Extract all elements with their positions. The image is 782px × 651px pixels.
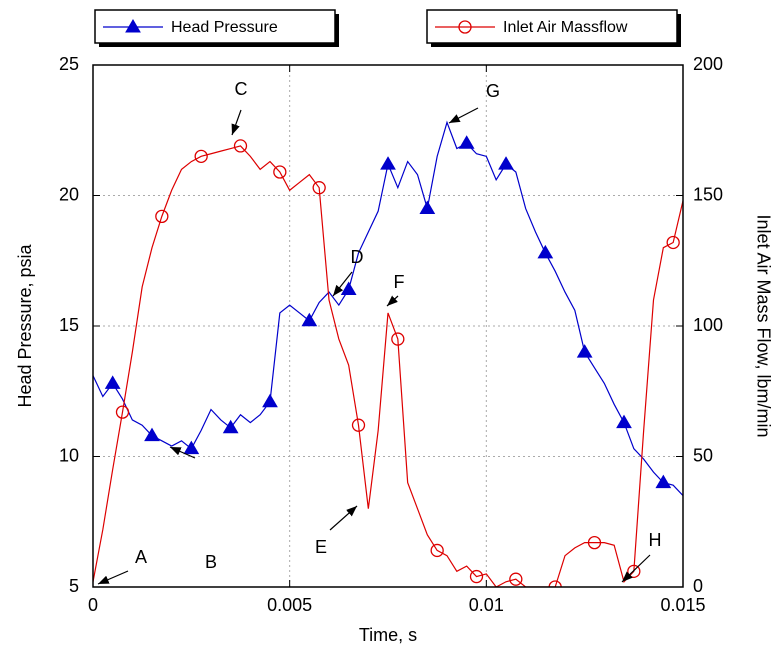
y-axis-title: Head Pressure, psia <box>15 243 35 407</box>
series-line <box>93 145 683 587</box>
y-tick-label: 5 <box>69 576 79 596</box>
marker-circle <box>458 20 472 34</box>
marker-circle <box>666 235 680 250</box>
marker-triangle <box>498 156 514 170</box>
annotation-arrow <box>97 570 129 585</box>
grid <box>92 64 684 588</box>
marker-triangle <box>419 200 436 215</box>
marker-triangle <box>144 427 160 442</box>
y2-tick-label: 100 <box>693 315 723 335</box>
marker-circle <box>469 569 484 584</box>
marker-triangle <box>616 414 632 429</box>
annotation-label: C <box>235 79 248 99</box>
y2-tick-label: 150 <box>693 184 723 204</box>
marker-circle <box>273 165 287 179</box>
annotation-label: B <box>205 552 217 572</box>
annotation-arrow <box>448 107 479 124</box>
y2-axis-title: Inlet Air Mass Flow, lbm/min <box>753 214 773 437</box>
y2-tick-label: 200 <box>693 54 723 74</box>
marker-triangle <box>183 440 200 455</box>
marker-circle <box>627 564 641 578</box>
x-axis-title: Time, s <box>359 625 417 645</box>
y-tick-label: 15 <box>59 315 79 335</box>
legend: Head Pressure Inlet Air Massflow <box>94 9 681 47</box>
marker-circle <box>351 418 366 432</box>
annotation-label: A <box>135 547 147 567</box>
marker-circle <box>430 543 444 558</box>
marker-circle <box>115 405 130 419</box>
marker-triangle <box>340 281 357 295</box>
marker-circle <box>194 149 208 164</box>
legend-label: Inlet Air Massflow <box>503 19 628 36</box>
marker-triangle <box>458 135 475 149</box>
y2-tick-label: 0 <box>693 576 703 596</box>
marker-circle <box>509 572 523 586</box>
marker-circle <box>312 181 326 195</box>
marker-circle <box>391 332 405 346</box>
annotation-label: E <box>315 537 327 557</box>
marker-triangle <box>222 419 239 434</box>
y2-tick-label: 50 <box>693 445 713 465</box>
marker-triangle <box>537 244 554 259</box>
marker-triangle <box>655 474 672 489</box>
marker-triangle <box>125 19 141 33</box>
x-tick-label: 0.01 <box>469 595 504 615</box>
x-tick-label: 0.015 <box>660 595 705 615</box>
y-tick-label: 25 <box>59 54 79 74</box>
marker-triangle <box>301 312 318 327</box>
annotation-label: F <box>394 272 405 292</box>
annotation-label: H <box>649 530 662 550</box>
annotations: A B C D E F G H <box>97 79 662 585</box>
marker-circle <box>548 580 562 587</box>
marker-circle <box>233 139 248 153</box>
annotation-arrow <box>621 554 651 583</box>
annotation-arrow <box>169 446 196 459</box>
annotation-arrow <box>231 109 242 136</box>
annotation-label: D <box>351 247 364 267</box>
marker-triangle <box>380 156 396 170</box>
plot <box>93 120 683 587</box>
y-tick-label: 10 <box>59 445 79 465</box>
annotation-arrow <box>386 295 399 307</box>
marker-triangle <box>262 393 278 408</box>
y-tick-label: 20 <box>59 184 79 204</box>
marker-triangle <box>104 375 121 389</box>
annotation-arrow <box>332 271 353 297</box>
x-tick-label: 0.005 <box>267 595 312 615</box>
x-tick-label: 0 <box>88 595 98 615</box>
annotation-label: G <box>486 81 500 101</box>
axes: 0 0.005 0.01 0.015 5 10 15 20 25 0 50 100 150 200 <box>59 54 723 615</box>
marker-circle <box>155 209 169 224</box>
marker-triangle <box>576 344 593 358</box>
annotation-arrow <box>329 505 358 531</box>
legend-label: Head Pressure <box>171 19 278 36</box>
series-line <box>93 120 683 497</box>
marker-circle <box>587 535 602 550</box>
